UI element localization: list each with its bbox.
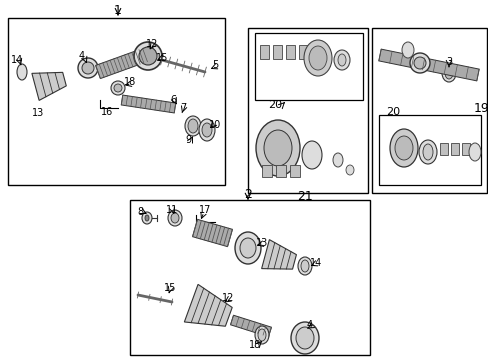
Bar [285, 45, 294, 59]
Text: 12: 12 [222, 293, 234, 303]
Ellipse shape [256, 120, 299, 176]
Ellipse shape [297, 257, 311, 275]
Text: 18: 18 [248, 340, 261, 350]
Ellipse shape [199, 119, 215, 141]
Ellipse shape [202, 123, 212, 137]
Polygon shape [192, 219, 232, 247]
Ellipse shape [333, 50, 349, 70]
Ellipse shape [441, 64, 455, 82]
Bar [260, 45, 268, 59]
Ellipse shape [418, 140, 436, 164]
Polygon shape [121, 95, 175, 113]
Polygon shape [96, 48, 147, 78]
Ellipse shape [187, 119, 198, 133]
Ellipse shape [413, 57, 425, 69]
Polygon shape [230, 315, 271, 337]
Text: 4: 4 [306, 320, 312, 330]
Bar [371, 28, 486, 193]
Ellipse shape [295, 327, 313, 349]
Text: 17: 17 [199, 205, 211, 215]
Text: 20: 20 [267, 100, 282, 110]
Polygon shape [184, 284, 232, 326]
Text: 6: 6 [170, 95, 176, 105]
Text: 13: 13 [255, 238, 267, 248]
Bar [439, 143, 447, 155]
Bar [247, 28, 367, 193]
Text: 14: 14 [11, 55, 23, 65]
Bar [289, 165, 299, 177]
Bar [275, 165, 285, 177]
Text: 21: 21 [297, 190, 312, 203]
Ellipse shape [235, 232, 261, 264]
Ellipse shape [409, 53, 429, 73]
Ellipse shape [302, 141, 321, 169]
Ellipse shape [168, 210, 182, 226]
Bar [254, 33, 362, 100]
Ellipse shape [422, 144, 432, 160]
Bar [130, 200, 369, 355]
Text: 4: 4 [79, 51, 85, 61]
Text: 9: 9 [184, 135, 191, 145]
Text: 15: 15 [156, 53, 168, 63]
Text: 3: 3 [445, 57, 451, 67]
Ellipse shape [389, 129, 417, 167]
Ellipse shape [78, 58, 98, 78]
Ellipse shape [468, 143, 480, 161]
Text: 5: 5 [211, 60, 218, 70]
Ellipse shape [114, 84, 122, 92]
Ellipse shape [145, 215, 149, 221]
Ellipse shape [308, 46, 326, 70]
Bar [461, 143, 469, 155]
Ellipse shape [240, 238, 256, 258]
Text: 10: 10 [208, 120, 221, 130]
Text: 15: 15 [163, 283, 176, 293]
Bar [272, 45, 282, 59]
Text: 14: 14 [309, 258, 322, 268]
Text: 20: 20 [385, 107, 399, 117]
Text: 11: 11 [165, 205, 178, 215]
Ellipse shape [171, 213, 179, 223]
Bar [298, 45, 307, 59]
Text: 13: 13 [32, 108, 44, 118]
Ellipse shape [17, 64, 27, 80]
Ellipse shape [444, 67, 452, 79]
Ellipse shape [142, 212, 152, 224]
Ellipse shape [394, 136, 412, 160]
Text: 2: 2 [244, 189, 251, 202]
Ellipse shape [82, 62, 94, 74]
Bar [262, 165, 271, 177]
Text: 8: 8 [137, 207, 143, 217]
Ellipse shape [290, 322, 318, 354]
Ellipse shape [184, 116, 201, 136]
Ellipse shape [301, 260, 308, 272]
Ellipse shape [332, 153, 342, 167]
Text: 12: 12 [145, 39, 158, 49]
Text: 7: 7 [180, 103, 186, 113]
Ellipse shape [264, 130, 291, 166]
Ellipse shape [134, 42, 162, 70]
Bar [450, 143, 458, 155]
Text: 18: 18 [123, 77, 136, 87]
Text: 19: 19 [472, 102, 488, 114]
Text: 16: 16 [101, 107, 113, 117]
Ellipse shape [254, 326, 268, 344]
Ellipse shape [337, 54, 346, 66]
Polygon shape [32, 72, 66, 100]
Polygon shape [378, 49, 478, 81]
Bar [8, 18, 224, 185]
Ellipse shape [111, 81, 125, 95]
Ellipse shape [401, 42, 413, 58]
Ellipse shape [346, 165, 353, 175]
Polygon shape [261, 240, 296, 269]
Ellipse shape [258, 329, 265, 341]
Ellipse shape [304, 40, 331, 76]
Bar [378, 115, 480, 185]
Text: 1: 1 [114, 4, 122, 18]
Ellipse shape [139, 47, 157, 65]
